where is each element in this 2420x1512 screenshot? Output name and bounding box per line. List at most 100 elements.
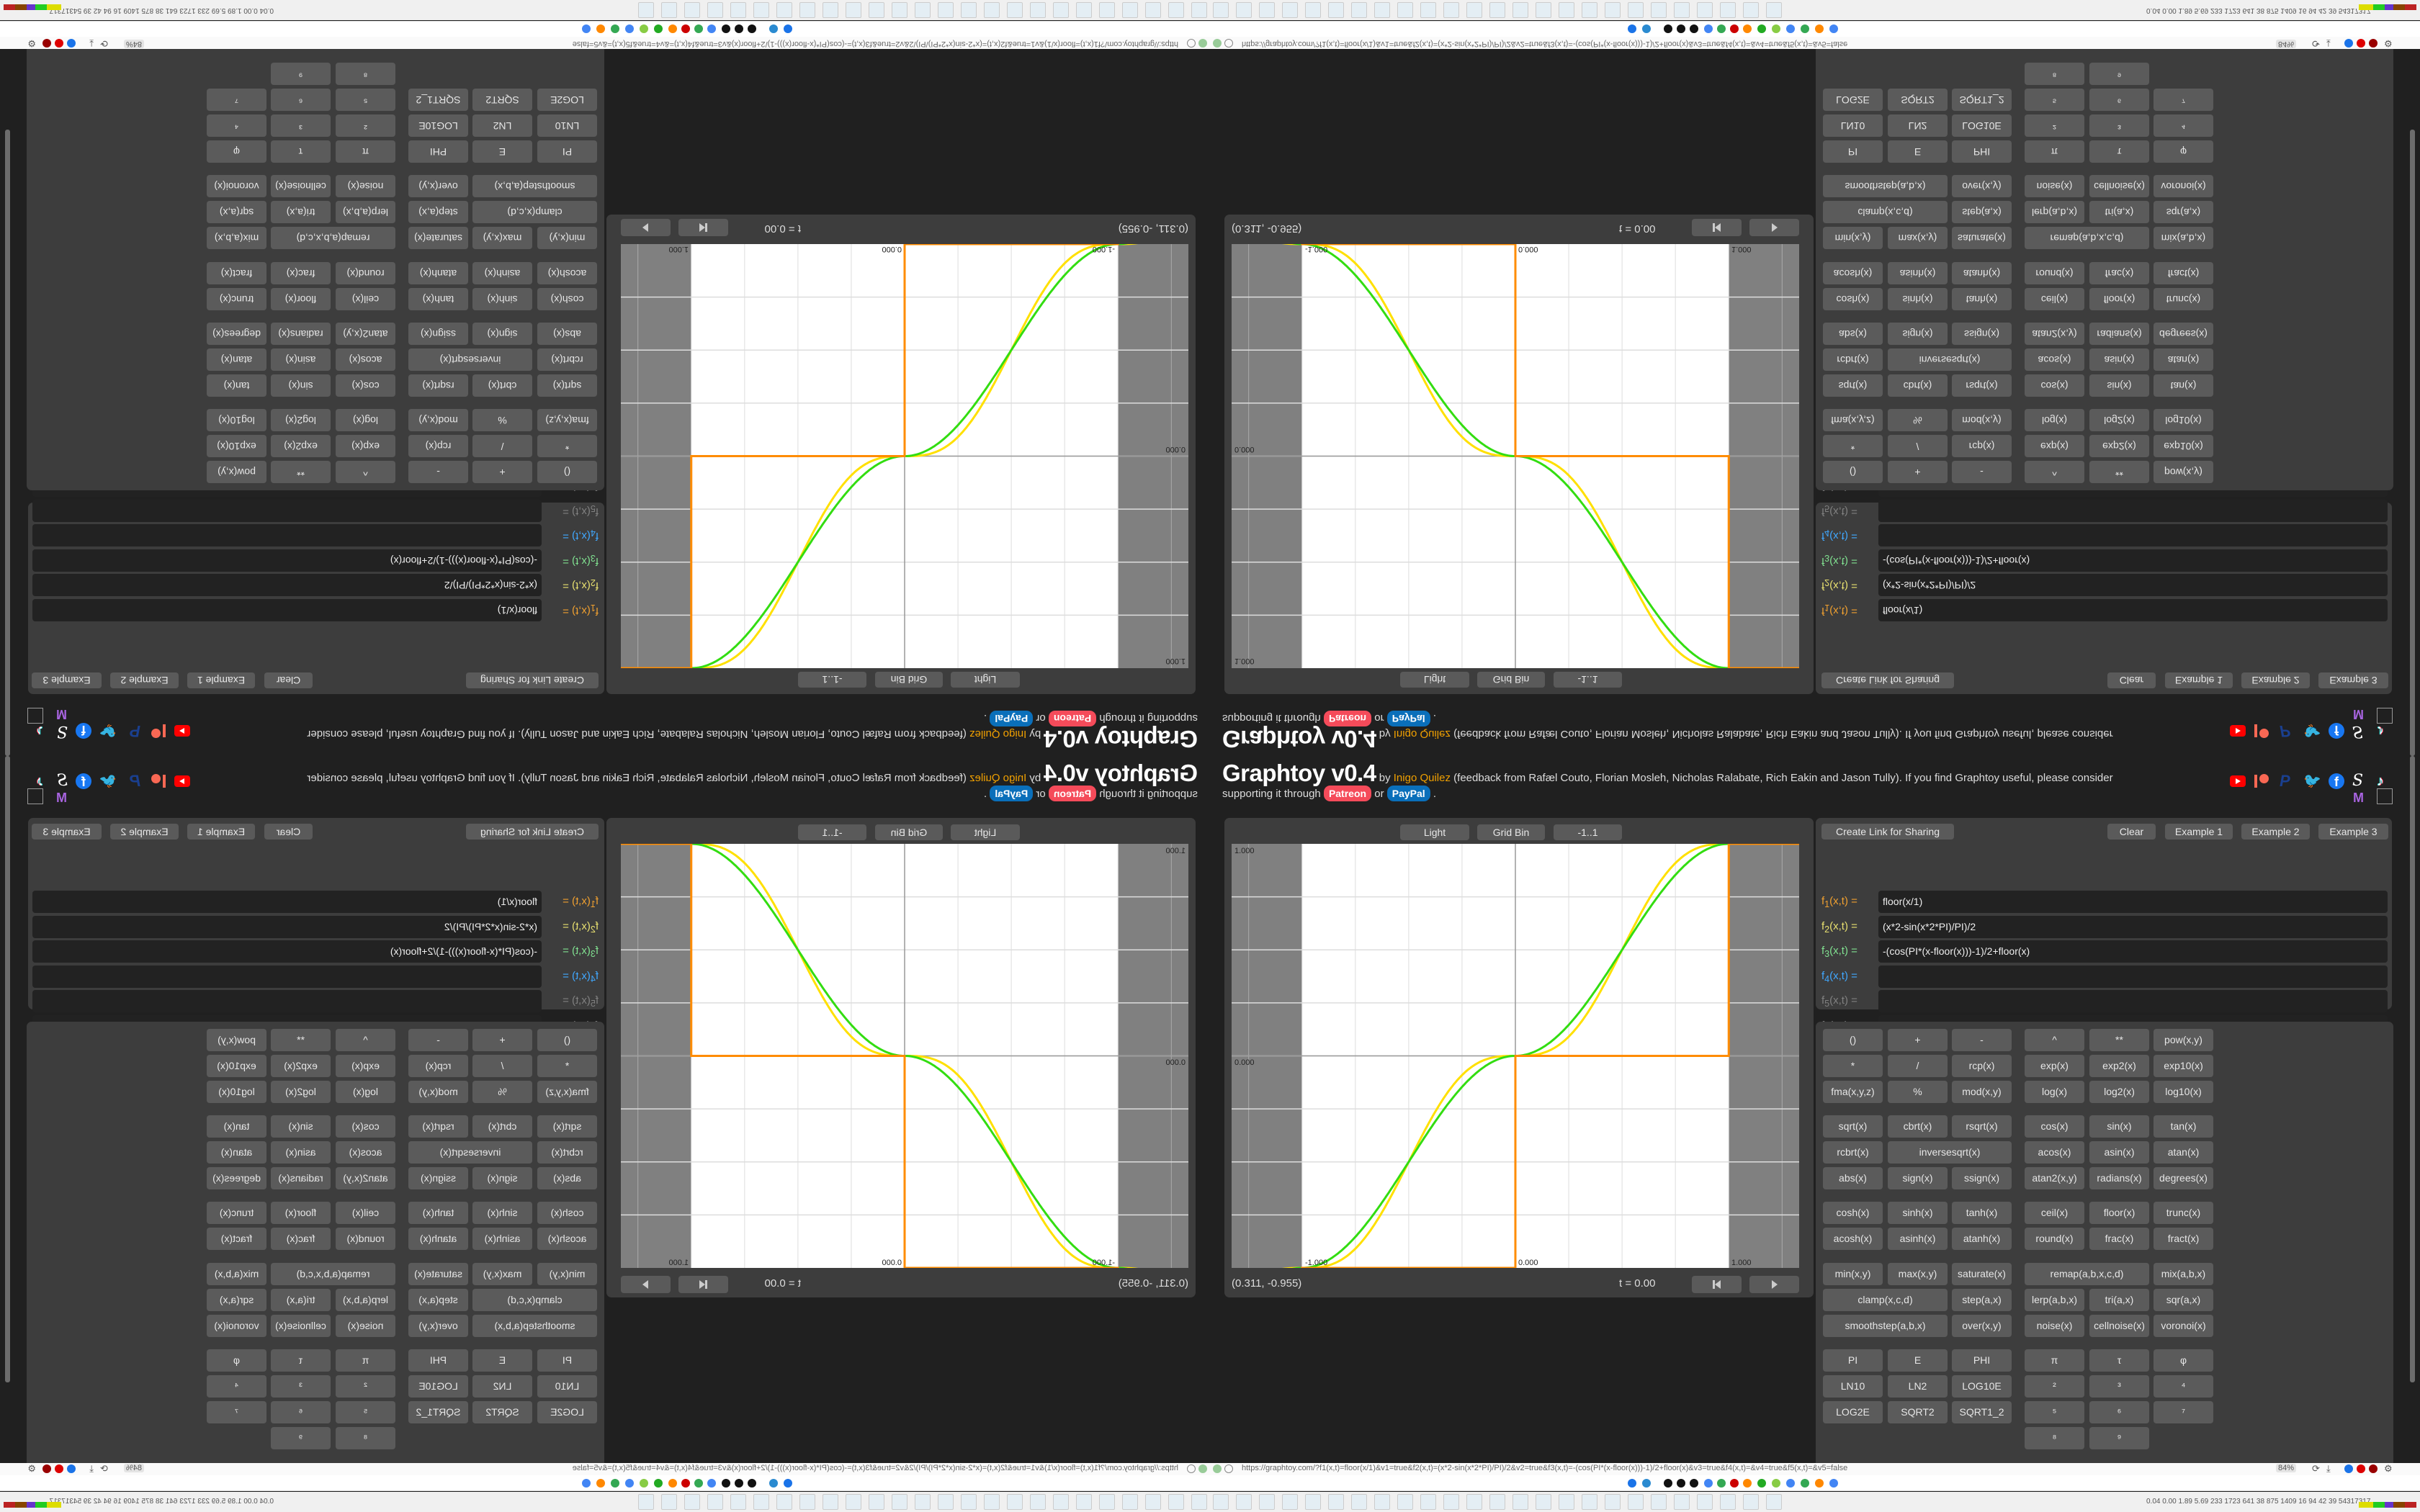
taskbar-app-icon[interactable] <box>1282 2 1298 18</box>
taskbar-app-icon[interactable] <box>1259 1494 1275 1510</box>
keypad-button[interactable]: cbrt(x) <box>472 374 532 397</box>
keypad-button[interactable]: + <box>472 461 532 483</box>
extension-icon[interactable] <box>2344 39 2353 48</box>
keypad-button[interactable]: cos(x) <box>2025 1115 2084 1138</box>
keypad-button[interactable]: ⁷ <box>2154 1401 2213 1423</box>
google-icon[interactable] <box>707 24 716 33</box>
taskbar-app-icon[interactable] <box>1328 2 1344 18</box>
function-input[interactable]: -(cos(PI*(x-floor(x)))-1)/2+floor(x) <box>1878 940 2388 963</box>
keypad-button[interactable]: min(x,y) <box>1823 1263 1883 1285</box>
keypad-button[interactable]: LN10 <box>537 114 597 137</box>
tiktok-icon[interactable]: ♪ <box>36 773 43 789</box>
keypad-button[interactable]: log2(x) <box>2089 409 2149 431</box>
empty-checkbox[interactable] <box>27 788 43 804</box>
keypad-button[interactable]: tan(x) <box>207 1115 266 1138</box>
keypad-button[interactable]: smoothstep(a,b,x) <box>1823 1315 1948 1337</box>
keypad-button[interactable]: + <box>1888 1029 1948 1051</box>
youtube-icon[interactable] <box>2230 775 2246 787</box>
keypad-button[interactable]: atanh(x) <box>1952 262 2012 284</box>
keypad-button[interactable]: tan(x) <box>207 374 266 397</box>
rewind-button[interactable] <box>678 1276 728 1293</box>
keypad-button[interactable]: max(x,y) <box>472 227 532 249</box>
keypad-button[interactable]: ² <box>2025 114 2084 137</box>
google-icon[interactable] <box>1801 24 1809 33</box>
patreon-icon[interactable] <box>2254 773 2270 789</box>
keypad-button[interactable]: φ <box>207 140 266 163</box>
bookmark-icon[interactable] <box>1743 1479 1752 1488</box>
keypad-button[interactable]: rcbrt(x) <box>537 348 597 371</box>
keypad-button[interactable]: log10(x) <box>207 1081 266 1103</box>
keypad-button[interactable]: trunc(x) <box>2154 288 2213 310</box>
bookmark-icon[interactable] <box>1757 24 1766 33</box>
keypad-button[interactable]: ⁵ <box>2025 1401 2084 1423</box>
keypad-button[interactable]: trunc(x) <box>207 288 266 310</box>
keypad-button[interactable]: ⁴ <box>207 1375 266 1398</box>
keypad-button[interactable]: round(x) <box>2025 262 2084 284</box>
taskbar-app-icon[interactable] <box>776 1494 792 1510</box>
function-input[interactable]: floor(x/1) <box>1878 599 2388 621</box>
keypad-button[interactable]: min(x,y) <box>537 1263 597 1285</box>
taskbar-app-icon[interactable] <box>938 1494 954 1510</box>
keypad-button[interactable]: cos(x) <box>336 374 395 397</box>
keypad-button[interactable]: ⁶ <box>2089 89 2149 111</box>
bookmark-icon[interactable] <box>681 1479 690 1488</box>
substack-icon[interactable]: S <box>56 772 68 790</box>
keypad-button[interactable]: frac(x) <box>271 262 331 284</box>
taskbar-app-icon[interactable] <box>1743 1494 1759 1510</box>
keypad-button[interactable]: % <box>1888 1081 1948 1103</box>
taskbar-app-icon[interactable] <box>1489 2 1505 18</box>
google-icon[interactable] <box>1829 24 1838 33</box>
taskbar-app-icon[interactable] <box>1766 2 1782 18</box>
keypad-button[interactable]: % <box>1888 409 1948 431</box>
keypad-button[interactable]: rsqrt(x) <box>1952 1115 2012 1138</box>
keypad-button[interactable]: ⁹ <box>271 63 331 85</box>
bookmark-icon[interactable] <box>1772 1479 1780 1488</box>
keypad-button[interactable]: - <box>1952 1029 2012 1051</box>
keypad-button[interactable]: SQRT2 <box>472 1401 532 1423</box>
keypad-button[interactable]: mix(a,b,x) <box>2154 227 2213 249</box>
taskbar-app-icon[interactable] <box>1605 2 1621 18</box>
keypad-button[interactable]: PI <box>537 1349 597 1372</box>
taskbar-app-icon[interactable] <box>823 1494 838 1510</box>
keypad-button[interactable]: φ <box>2154 140 2213 163</box>
bookmark-icon[interactable] <box>1690 24 1698 33</box>
clear-button[interactable]: Clear <box>2107 672 2156 688</box>
keypad-button[interactable]: ** <box>2089 461 2149 483</box>
keypad-button[interactable]: SQRT1_2 <box>1952 89 2012 111</box>
clear-button[interactable]: Clear <box>2107 824 2156 840</box>
grid-bin-button[interactable]: Grid Bin <box>875 824 943 840</box>
extension-icon[interactable] <box>55 1464 63 1473</box>
keypad-button[interactable]: cos(x) <box>2025 374 2084 397</box>
taskbar-app-icon[interactable] <box>1743 2 1759 18</box>
keypad-button[interactable]: over(x,y) <box>408 1315 468 1337</box>
keypad-button[interactable]: () <box>1823 1029 1883 1051</box>
reload-icon[interactable]: ⟳ <box>100 1463 108 1474</box>
taskbar-app-icon[interactable] <box>1076 1494 1092 1510</box>
keypad-button[interactable]: ² <box>336 1375 395 1398</box>
tiktok-icon[interactable]: ♪ <box>2377 723 2384 739</box>
keypad-button[interactable]: / <box>1888 1055 1948 1077</box>
author-link[interactable]: Inigo Quilez <box>969 728 1027 740</box>
tiktok-icon[interactable]: ♪ <box>2377 773 2384 789</box>
function-label[interactable]: f4(x,t) = <box>548 528 599 542</box>
mastodon-icon[interactable]: M <box>2353 707 2364 721</box>
taskbar-app-icon[interactable] <box>1122 2 1138 18</box>
keypad-button[interactable]: ³ <box>2089 114 2149 137</box>
keypad-button[interactable]: max(x,y) <box>1888 1263 1948 1285</box>
keypad-button[interactable]: cosh(x) <box>537 1202 597 1224</box>
keypad-button[interactable]: ⁸ <box>336 1427 395 1449</box>
keypad-button[interactable]: noise(x) <box>336 1315 395 1337</box>
reload-icon[interactable]: ⟳ <box>2312 1463 2320 1474</box>
keypad-button[interactable]: step(a,x) <box>408 1289 468 1311</box>
keypad-button[interactable]: ceil(x) <box>336 288 395 310</box>
keypad-button[interactable]: exp(x) <box>2025 1055 2084 1077</box>
paypal-icon[interactable]: P <box>2280 772 2290 790</box>
youtube-icon[interactable] <box>174 725 190 737</box>
taskbar-app-icon[interactable] <box>846 2 861 18</box>
keypad-button[interactable]: lerp(a,b,x) <box>2025 1289 2084 1311</box>
keypad-button[interactable]: tri(a,x) <box>2089 1289 2149 1311</box>
youtube-icon[interactable] <box>174 775 190 787</box>
bookmark-icon[interactable] <box>1642 24 1651 33</box>
keypad-button[interactable]: - <box>1952 461 2012 483</box>
bookmark-icon[interactable] <box>748 1479 756 1488</box>
